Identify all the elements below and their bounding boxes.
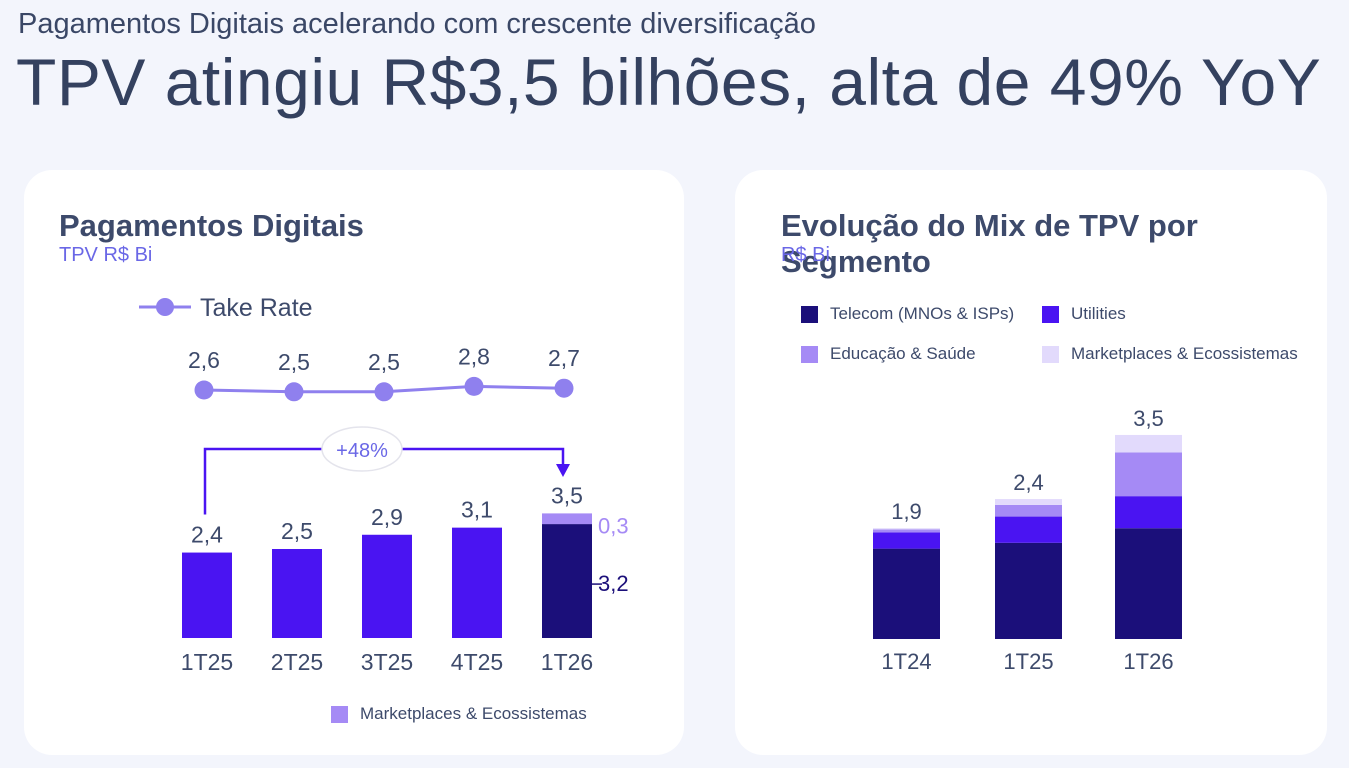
bar-1t24-marketplaces: [873, 528, 940, 530]
bar-1t25-utilities: [995, 516, 1062, 543]
bar-total-label: 3,5: [1133, 406, 1164, 431]
bar-1t25-marketplaces: [995, 499, 1062, 505]
growth-label: +48%: [336, 440, 388, 462]
take-rate-label: 2,5: [368, 349, 400, 375]
take-rate-point: [284, 382, 304, 402]
x-tick-label: 1T25: [1003, 649, 1053, 674]
bar-1t26-utilities: [1115, 496, 1182, 529]
legend-label-marketplaces-mix: Marketplaces & Ecossistemas: [1071, 344, 1298, 363]
x-tick-label: 1T25: [181, 649, 233, 675]
legend-label-telecom: Telecom (MNOs & ISPs): [830, 304, 1015, 323]
bar-value-label: 2,4: [191, 522, 223, 548]
legend-label-utilities: Utilities: [1071, 304, 1126, 323]
base-value-label: 3,2: [598, 571, 629, 596]
bar-1t25-telecom: [995, 542, 1062, 639]
tpv-chart-subtitle: TPV R$ Bi: [59, 244, 153, 266]
mix-chart: 1,9 1T24 2,4 1T25 3,5 1T26: [873, 406, 1182, 674]
take-rate-point: [374, 382, 394, 402]
x-tick-label: 1T26: [1123, 649, 1173, 674]
tpv-card: Pagamentos Digitais TPV R$ Bi Take Rate 2…: [24, 170, 684, 755]
take-rate-label: 2,8: [458, 343, 490, 369]
legend-telecom: Telecom (MNOs & ISPs): [801, 304, 1014, 324]
bar-1t25: [182, 552, 232, 638]
x-tick-label: 2T25: [271, 649, 323, 675]
growth-badge: [321, 426, 403, 472]
bar-1t24-educacao: [873, 529, 940, 533]
legend-swatch-telecom: [801, 305, 818, 323]
x-tick-label: 1T26: [541, 649, 593, 675]
bar-1t26-telecom: [1115, 528, 1182, 639]
take-rate-legend-label: Take Rate: [200, 294, 313, 322]
bar-1t24-telecom: [873, 548, 940, 639]
bar-1t26-marketplaces: [542, 513, 592, 525]
bar-1t26-base: [542, 524, 592, 638]
tpv-legend: Marketplaces & Ecossistemas: [331, 704, 587, 724]
take-rate-legend-marker: [156, 298, 174, 316]
bar-value-label: 3,1: [461, 497, 493, 523]
legend-swatch-marketplaces-mix: [1042, 345, 1059, 363]
bar-4t25: [452, 527, 502, 638]
x-tick-label: 3T25: [361, 649, 413, 675]
bar-2t25: [272, 549, 322, 638]
bar-3t25: [362, 534, 412, 638]
mix-card: Evolução do Mix de TPV por Segmento R$ B…: [735, 170, 1327, 755]
legend-utilities: Utilities: [1042, 304, 1126, 324]
legend-educacao: Educação & Saúde: [801, 344, 976, 364]
bar-1t26-educacao: [1115, 452, 1182, 497]
take-rate-label: 2,5: [278, 349, 310, 375]
legend-marketplaces: Marketplaces & Ecossistemas: [1042, 344, 1298, 364]
legend-label-marketplaces: Marketplaces & Ecossistemas: [360, 704, 587, 723]
marketplaces-value-label: 0,3: [598, 513, 629, 538]
take-rate-point: [464, 376, 484, 396]
take-rate-point: [194, 380, 214, 400]
x-tick-label: 1T24: [881, 649, 931, 674]
page-subtitle: Pagamentos Digitais acelerando com cresc…: [18, 8, 816, 40]
take-rate-point: [554, 378, 574, 398]
bar-total-label: 2,4: [1013, 470, 1044, 495]
bar-1t24-utilities: [873, 532, 940, 549]
tpv-chart: Take Rate 2,6 2,5 2,5 2,8 2,7 +48% 2,4 1T25 2,5 2T…: [139, 294, 629, 675]
take-rate-label: 2,6: [188, 347, 220, 373]
bar-1t25-educacao: [995, 504, 1062, 517]
growth-arrow-head: [556, 464, 570, 477]
legend-swatch-educacao: [801, 345, 818, 363]
page-title: TPV atingiu R$3,5 bilhões, alta de 49% Y…: [16, 45, 1322, 119]
legend-swatch-utilities: [1042, 305, 1059, 323]
mix-chart-title: Evolução do Mix de TPV por Segmento: [781, 208, 1198, 279]
bar-total-label: 1,9: [891, 499, 922, 524]
legend-label-educacao: Educação & Saúde: [830, 344, 976, 363]
mix-chart-subtitle: R$ Bi: [781, 244, 830, 266]
tpv-chart-title: Pagamentos Digitais: [59, 208, 364, 243]
bar-value-label: 2,5: [281, 518, 313, 544]
legend-swatch-marketplaces: [331, 705, 348, 723]
bar-value-label: 3,5: [551, 482, 583, 508]
take-rate-label: 2,7: [548, 345, 580, 371]
bar-value-label: 2,9: [371, 504, 403, 530]
bar-1t26-marketplaces: [1115, 434, 1182, 453]
x-tick-label: 4T25: [451, 649, 503, 675]
